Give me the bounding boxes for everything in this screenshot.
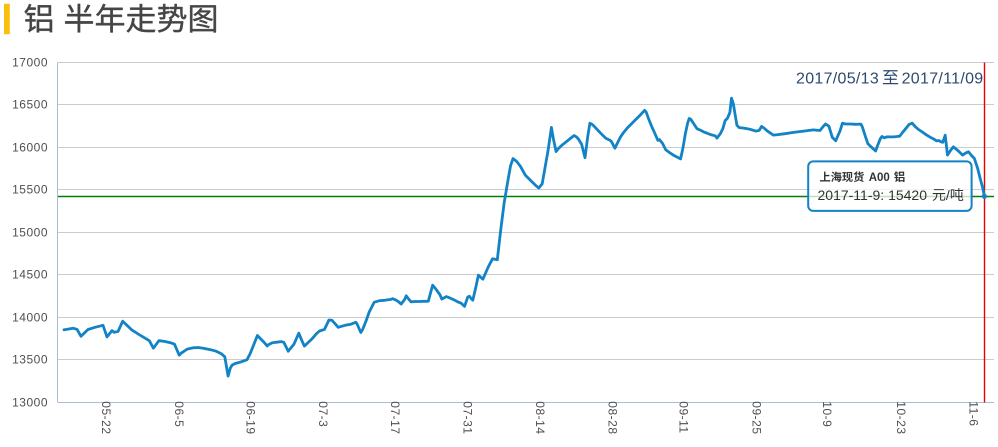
svg-text:08-14: 08-14: [533, 401, 547, 434]
svg-text:2017-11-9: 15420: 2017-11-9: 15420: [818, 187, 928, 203]
svg-text:16500: 16500: [12, 98, 48, 112]
svg-text:07-31: 07-31: [460, 401, 474, 434]
svg-text:09-11: 09-11: [677, 401, 691, 433]
svg-text:10-23: 10-23: [894, 401, 908, 434]
svg-text:13000: 13000: [12, 396, 48, 410]
svg-text:05-22: 05-22: [99, 401, 113, 434]
svg-text:13500: 13500: [12, 353, 48, 367]
svg-text:07-17: 07-17: [388, 401, 402, 434]
svg-text:14000: 14000: [12, 311, 48, 325]
svg-text:A00: A00: [869, 172, 890, 184]
svg-text:2017/11/09: 2017/11/09: [902, 71, 984, 88]
svg-text:11-6: 11-6: [967, 401, 981, 426]
svg-text:14500: 14500: [12, 268, 48, 282]
svg-text:07-3: 07-3: [316, 401, 330, 427]
svg-text:15000: 15000: [12, 226, 48, 240]
svg-text:17000: 17000: [12, 56, 48, 70]
svg-text:/: /: [946, 187, 950, 203]
svg-text:09-25: 09-25: [749, 401, 763, 434]
svg-text:2017/05/13: 2017/05/13: [796, 71, 879, 88]
svg-text:15500: 15500: [12, 183, 48, 197]
svg-text:16000: 16000: [12, 141, 48, 155]
svg-text:10-9: 10-9: [820, 401, 834, 427]
svg-text:08-28: 08-28: [606, 401, 620, 434]
svg-text:06-5: 06-5: [172, 401, 186, 427]
svg-text:06-19: 06-19: [244, 401, 258, 434]
